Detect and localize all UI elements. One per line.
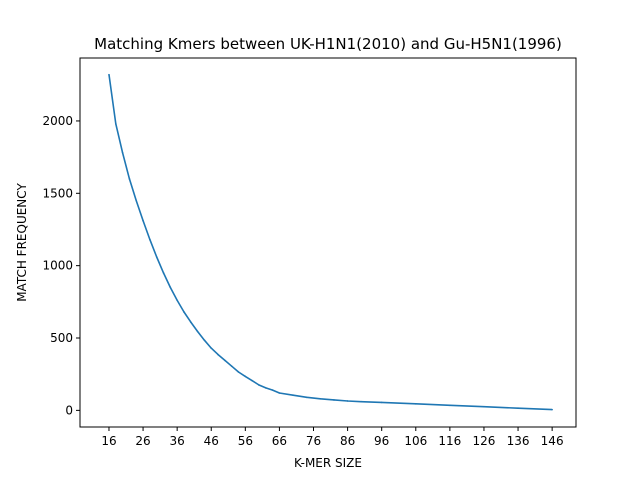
data-point: [380, 401, 383, 404]
data-point: [258, 384, 260, 386]
data-point: [183, 311, 185, 313]
series-layer: [108, 73, 553, 411]
x-axis: 16 26 36 46 56 66 76 86 96 106 116 126 136 146: [101, 427, 564, 448]
data-point: [169, 286, 172, 289]
series-line: [108, 74, 553, 411]
data-point: [203, 339, 206, 341]
x-tick-label: 116: [438, 434, 461, 448]
data-point: [449, 404, 451, 407]
y-tick-label: 0: [65, 403, 73, 417]
data-point: [346, 400, 349, 402]
x-tick-label: 56: [238, 434, 253, 448]
y-tick-label: 2000: [42, 114, 73, 128]
data-point: [414, 403, 417, 405]
data-point: [224, 359, 226, 362]
x-tick-label: 136: [507, 434, 530, 448]
data-point: [305, 396, 308, 399]
y-axis: 0 500 1000 1500 2000: [42, 114, 80, 417]
x-tick-label: 86: [340, 434, 355, 448]
data-point: [128, 178, 131, 180]
x-tick-label: 66: [272, 434, 287, 448]
data-point: [217, 353, 219, 356]
data-point: [155, 256, 158, 258]
x-tick-label: 16: [101, 434, 116, 448]
data-point: [292, 394, 294, 396]
y-tick-label: 1500: [42, 186, 73, 200]
data-point: [121, 151, 124, 154]
data-point: [135, 199, 138, 202]
data-point: [189, 321, 192, 323]
y-tick-label: 1000: [42, 259, 73, 273]
data-point: [251, 379, 253, 382]
x-tick-label: 106: [404, 434, 427, 448]
x-tick-label: 76: [306, 434, 321, 448]
plot-area-frame: [79, 57, 577, 428]
data-point: [149, 238, 151, 241]
data-point: [114, 123, 117, 125]
data-point: [142, 219, 144, 222]
data-point: [264, 387, 267, 389]
data-point: [244, 375, 247, 378]
data-point: [551, 408, 553, 411]
data-point: [333, 399, 335, 401]
x-tick-label: 36: [170, 434, 185, 448]
x-tick-label: 96: [374, 434, 389, 448]
x-tick-label: 46: [204, 434, 219, 448]
y-axis-label: MATCH FREQUENCY: [15, 183, 29, 302]
data-point: [230, 365, 233, 368]
data-point: [278, 392, 281, 394]
x-tick-label: 146: [541, 434, 564, 448]
data-point: [108, 73, 110, 76]
data-point: [176, 299, 178, 302]
data-point: [162, 272, 165, 274]
data-point: [360, 400, 363, 403]
data-point: [196, 330, 199, 333]
x-tick-label: 26: [135, 434, 150, 448]
data-point: [517, 407, 519, 409]
data-point: [483, 405, 485, 408]
chart-title: Matching Kmers between UK-H1N1(2010) and…: [94, 35, 562, 53]
data-point: [237, 371, 240, 373]
data-point: [271, 389, 274, 391]
x-tick-label: 126: [473, 434, 496, 448]
data-point: [319, 397, 322, 400]
data-point: [210, 347, 213, 349]
y-tick-label: 500: [50, 331, 73, 345]
x-axis-label: K-MER SIZE: [294, 456, 362, 470]
